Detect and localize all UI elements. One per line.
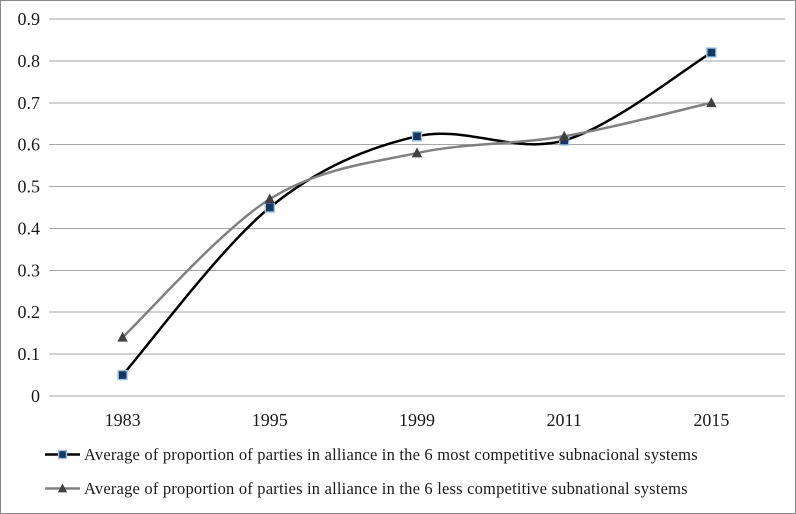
- legend: Average of proportion of parties in alli…: [45, 442, 698, 501]
- svg-text:0.1: 0.1: [18, 344, 41, 364]
- legend-marker-square-icon: [45, 449, 80, 460]
- svg-text:0.7: 0.7: [18, 93, 41, 113]
- legend-label-most-competitive: Average of proportion of parties in alli…: [84, 444, 698, 464]
- svg-text:1999: 1999: [399, 410, 435, 430]
- svg-text:0.3: 0.3: [18, 260, 41, 280]
- svg-text:0.5: 0.5: [18, 177, 41, 197]
- svg-text:2011: 2011: [547, 410, 582, 430]
- svg-text:1983: 1983: [105, 410, 141, 430]
- svg-text:0.6: 0.6: [18, 135, 41, 155]
- legend-label-less-competitive: Average of proportion of parties in alli…: [84, 478, 688, 498]
- svg-text:0: 0: [31, 386, 40, 406]
- svg-text:0.4: 0.4: [18, 218, 41, 238]
- line-chart-plot: 0 0.1 0.2 0.3 0.4 0.5 0.6 0.7 0.8 0.9 1983 1995 1999…: [18, 9, 785, 430]
- svg-text:2015: 2015: [693, 410, 729, 430]
- svg-text:1995: 1995: [252, 410, 288, 430]
- svg-text:0.2: 0.2: [18, 302, 41, 322]
- svg-text:0.9: 0.9: [18, 9, 41, 29]
- legend-item-less-competitive: Average of proportion of parties in alli…: [45, 476, 698, 501]
- svg-text:0.8: 0.8: [18, 51, 41, 71]
- legend-marker-triangle-icon: [45, 483, 80, 493]
- legend-item-most-competitive: Average of proportion of parties in alli…: [45, 442, 698, 467]
